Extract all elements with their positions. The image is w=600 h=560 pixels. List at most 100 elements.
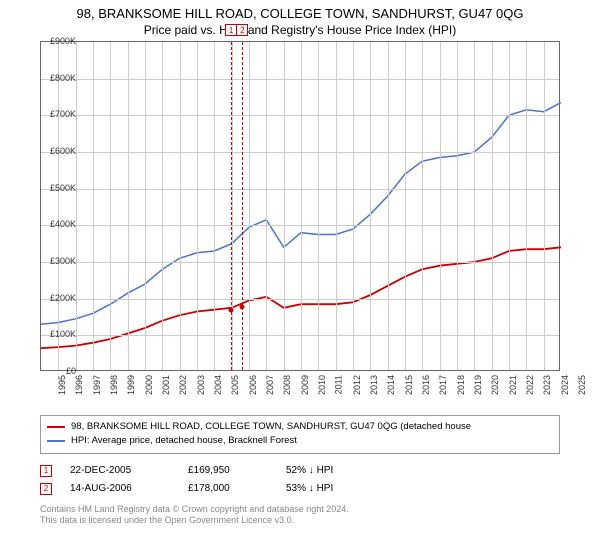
x-axis-label: 2014 — [386, 375, 396, 395]
gridline-v — [145, 42, 146, 370]
y-axis-label: £300K — [50, 256, 76, 266]
legend-swatch — [47, 426, 65, 428]
x-axis-label: 2025 — [577, 375, 587, 395]
x-axis-label: 2012 — [352, 375, 362, 395]
y-axis-label: £200K — [50, 293, 76, 303]
events-table: 122-DEC-2005£169,95052% ↓ HPI214-AUG-200… — [40, 462, 560, 498]
gridline-v — [336, 42, 337, 370]
x-axis-label: 2009 — [300, 375, 310, 395]
gridline-h — [41, 225, 559, 226]
gridline-v — [93, 42, 94, 370]
attribution-line2: This data is licensed under the Open Gov… — [40, 515, 560, 527]
gridline-h — [41, 79, 559, 80]
gridline-v — [405, 42, 406, 370]
x-axis-label: 2000 — [144, 375, 154, 395]
gridline-v — [249, 42, 250, 370]
x-axis-label: 2020 — [490, 375, 500, 395]
gridline-h — [41, 152, 559, 153]
x-axis-label: 2013 — [369, 375, 379, 395]
chart-area: 12 £0£100K£200K£300K£400K£500K£600K£700K… — [40, 41, 600, 411]
gridline-v — [544, 42, 545, 370]
x-axis-label: 2015 — [404, 375, 414, 395]
legend-swatch — [47, 440, 65, 442]
chart-subtitle: Price paid vs. HM Land Registry's House … — [0, 21, 600, 41]
gridline-h — [41, 262, 559, 263]
attribution-line1: Contains HM Land Registry data © Crown c… — [40, 504, 560, 516]
x-axis-label: 2018 — [456, 375, 466, 395]
gridline-v — [266, 42, 267, 370]
x-axis-label: 2022 — [525, 375, 535, 395]
gridline-v — [284, 42, 285, 370]
event-price: £178,000 — [188, 483, 268, 494]
x-axis-label: 2005 — [230, 375, 240, 395]
gridline-v — [58, 42, 59, 370]
x-axis-label: 2008 — [282, 375, 292, 395]
legend-item: HPI: Average price, detached house, Brac… — [47, 434, 553, 448]
x-axis-label: 2011 — [334, 375, 344, 394]
attribution: Contains HM Land Registry data © Crown c… — [40, 504, 560, 527]
gridline-v — [370, 42, 371, 370]
event-num-box: 2 — [40, 483, 52, 495]
x-axis-label: 1996 — [74, 375, 84, 395]
event-num-box: 1 — [40, 465, 52, 477]
gridline-v — [457, 42, 458, 370]
gridline-v — [180, 42, 181, 370]
gridline-v — [318, 42, 319, 370]
event-pct: 53% ↓ HPI — [286, 483, 386, 494]
legend-label: 98, BRANKSOME HILL ROAD, COLLEGE TOWN, S… — [71, 420, 471, 434]
legend: 98, BRANKSOME HILL ROAD, COLLEGE TOWN, S… — [40, 415, 560, 454]
event-date: 14-AUG-2006 — [70, 483, 170, 494]
gridline-v — [76, 42, 77, 370]
gridline-h — [41, 299, 559, 300]
gridline-v — [301, 42, 302, 370]
event-point-marker — [229, 307, 234, 312]
gridline-v — [474, 42, 475, 370]
legend-and-footer: 98, BRANKSOME HILL ROAD, COLLEGE TOWN, S… — [40, 415, 560, 527]
event-line — [242, 42, 243, 370]
gridline-v — [162, 42, 163, 370]
gridline-v — [492, 42, 493, 370]
y-axis-label: £100K — [50, 329, 76, 339]
x-axis-label: 2003 — [196, 375, 206, 395]
x-axis-label: 1997 — [92, 375, 102, 395]
x-axis-label: 2004 — [213, 375, 223, 395]
gridline-v — [526, 42, 527, 370]
legend-item: 98, BRANKSOME HILL ROAD, COLLEGE TOWN, S… — [47, 420, 553, 434]
y-axis-label: £600K — [50, 146, 76, 156]
event-date: 22-DEC-2005 — [70, 465, 170, 476]
event-marker-box: 1 — [225, 24, 237, 36]
gridline-v — [353, 42, 354, 370]
gridline-v — [110, 42, 111, 370]
x-axis-label: 2007 — [265, 375, 275, 395]
chart-title: 98, BRANKSOME HILL ROAD, COLLEGE TOWN, S… — [0, 0, 600, 21]
x-axis-label: 2023 — [542, 375, 552, 395]
gridline-h — [41, 115, 559, 116]
y-axis-label: £400K — [50, 219, 76, 229]
y-axis-label: £800K — [50, 73, 76, 83]
y-axis-label: £900K — [50, 36, 76, 46]
x-axis-label: 2016 — [421, 375, 431, 395]
gridline-v — [509, 42, 510, 370]
gridline-h — [41, 189, 559, 190]
x-axis-label: 2021 — [508, 375, 518, 395]
gridline-v — [214, 42, 215, 370]
x-axis-label: 2010 — [317, 375, 327, 395]
gridline-v — [197, 42, 198, 370]
x-axis-label: 2001 — [161, 375, 171, 395]
event-table-row: 2 14-AUG-2006 £178,000 53% ↓ HPI — [40, 480, 560, 498]
x-axis-label: 2024 — [560, 375, 570, 395]
y-axis-label: £500K — [50, 183, 76, 193]
y-axis-label: £700K — [50, 109, 76, 119]
event-marker-box: 2 — [236, 24, 248, 36]
x-axis-label: 2006 — [248, 375, 258, 395]
gridline-v — [422, 42, 423, 370]
x-axis-label: 1998 — [109, 375, 119, 395]
event-line — [231, 42, 232, 370]
x-axis-label: 2002 — [178, 375, 188, 395]
legend-label: HPI: Average price, detached house, Brac… — [71, 434, 297, 448]
event-price: £169,950 — [188, 465, 268, 476]
gridline-v — [388, 42, 389, 370]
x-axis-label: 1999 — [126, 375, 136, 395]
gridline-v — [440, 42, 441, 370]
event-point-marker — [240, 304, 245, 309]
